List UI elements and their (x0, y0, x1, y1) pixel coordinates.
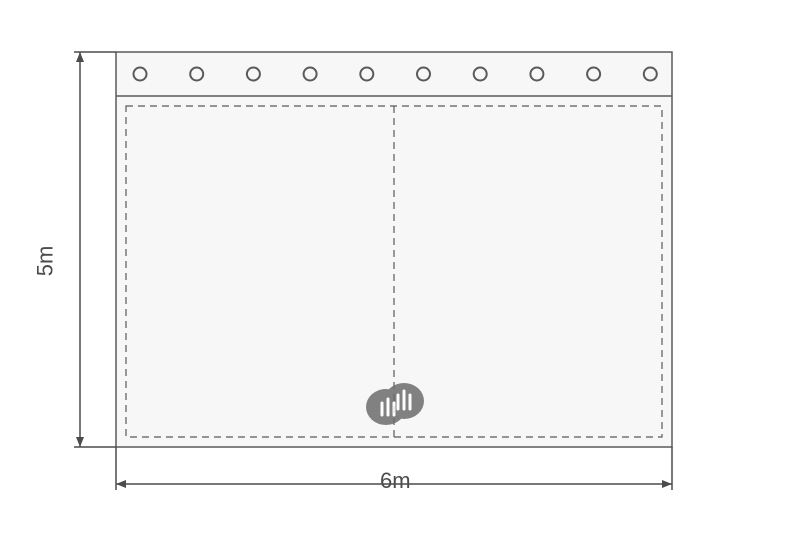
height-dimension-label: 5m (32, 246, 58, 277)
diagram-svg (0, 0, 800, 533)
width-dimension-label: 6m (380, 468, 411, 494)
drawing-stage: 5m 6m (0, 0, 800, 533)
